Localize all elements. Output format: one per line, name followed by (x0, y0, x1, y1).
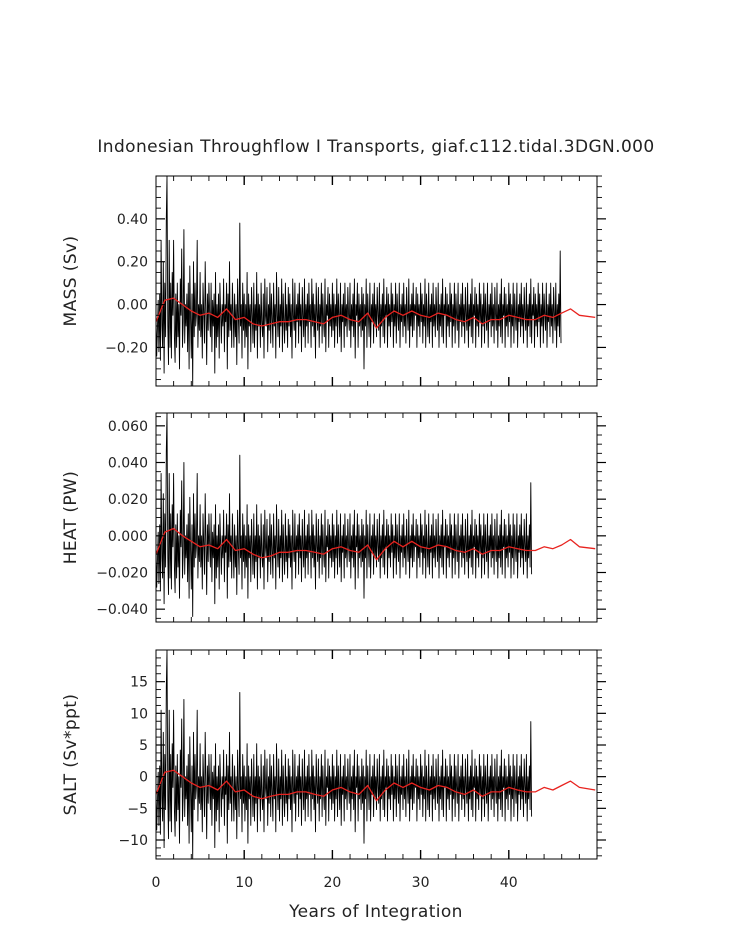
y-axis-title-heat: HEAT (PW) (61, 471, 81, 565)
y-tick-label-mass: 0.40 (117, 212, 148, 228)
x-tick-label: 10 (235, 875, 253, 891)
panel-heat: −0.040 −0.020 0.000 0.020 0.040 0.060 HEAT (PW… (61, 412, 606, 623)
y-tick-label-mass: −0.20 (105, 340, 148, 356)
y-tick-label-mass: 0.20 (117, 255, 148, 271)
plot-frame-salt (155, 649, 598, 860)
y-tick-label-heat: 0.040 (108, 456, 148, 472)
y-tick-label-salt: 5 (139, 738, 148, 754)
plot-frame-mass (155, 175, 598, 387)
y-tick-label-mass: 0.00 (117, 298, 148, 314)
x-tick-label: 40 (500, 875, 518, 891)
y-tick-label-salt: 10 (130, 706, 148, 722)
y-axis-title-mass: MASS (Sv) (61, 236, 81, 327)
series-line-salt-monthly (156, 650, 533, 859)
panel-mass: −0.20 0.00 0.20 0.40 MASS (Sv) (61, 175, 606, 387)
series-line-heat-smoothed (156, 527, 596, 561)
panels: −0.20 0.00 0.20 0.40 MASS (Sv) −0.040 −0.020 0.… (61, 175, 606, 891)
series-line-mass-smoothed (156, 297, 596, 329)
x-tick-label: 0 (152, 875, 161, 891)
y-tick-label-heat: 0.020 (108, 492, 148, 508)
panel-salt: −10 −5 0 5 10 15 SALT (Sv*ppt) 0 10 20 30 40 (61, 649, 606, 891)
y-tick-label-salt: −5 (127, 801, 148, 817)
x-tick-label: 30 (412, 875, 430, 891)
y-tick-label-salt: −10 (118, 833, 148, 849)
series-line-salt-smoothed (156, 769, 596, 802)
y-tick-label-salt: 0 (139, 770, 148, 786)
y-tick-label-heat: −0.020 (96, 566, 148, 582)
y-tick-label-heat: 0.000 (108, 529, 148, 545)
x-tick-label: 20 (323, 875, 341, 891)
y-tick-label-salt: 15 (130, 675, 148, 691)
series-line-mass-monthly (156, 176, 562, 386)
x-axis-title: Years of Integration (288, 902, 463, 922)
y-tick-label-heat: 0.060 (108, 419, 148, 435)
series-line-heat-monthly (156, 413, 533, 617)
y-axis-title-salt: SALT (Sv*ppt) (61, 694, 81, 816)
figure-title: Indonesian Throughflow I Transports, gia… (97, 137, 654, 157)
y-tick-label-heat: −0.040 (96, 602, 148, 618)
